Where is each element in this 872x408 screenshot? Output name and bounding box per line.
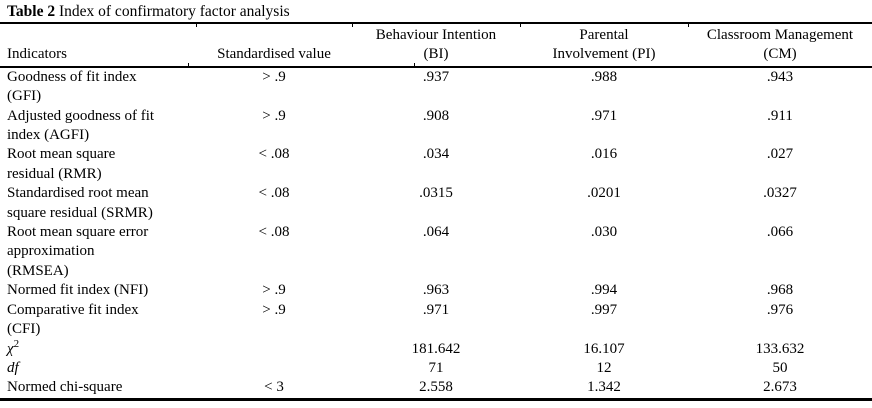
table-row-cfi: Comparative fit index (CFI) > .9 .971 .9… (0, 301, 872, 340)
cm-value-cell: 50 (772, 359, 788, 376)
chi-symbol: χ (7, 340, 14, 357)
cm-value-cell: .976 (766, 301, 794, 318)
table-row-rmsea: Root mean square error approximation (RM… (0, 223, 872, 281)
table-title-text: Index of confirmatory factor analysis (58, 3, 290, 20)
bi-value-cell: 181.642 (411, 340, 461, 357)
pi-value-cell: .0201 (587, 185, 621, 202)
table-row-nfi: Normed fit index (NFI) > .9 .963 .994 .9… (0, 281, 872, 300)
indicator-cell: χ2 (0, 337, 196, 359)
pi-value-cell: 12 (596, 359, 612, 376)
pi-value-cell: .016 (590, 146, 618, 163)
table-row-chi-square: χ2 181.642 16.107 133.632 (0, 337, 872, 359)
indicator-cell: Adjusted goodness of fit index (AGFI) (7, 107, 155, 144)
indicator-cell: Normed chi-square (7, 379, 123, 396)
cm-value-cell: .027 (766, 146, 794, 163)
standardised-value-cell: > .9 (262, 107, 286, 124)
column-header-classroom-management: Classroom Management (CM) (688, 23, 872, 68)
table-title: Table 2 Index of confirmatory factor ana… (0, 0, 872, 22)
standardised-value-cell: > .9 (262, 301, 286, 318)
bi-value-cell: .971 (422, 301, 450, 318)
indicator-cell: df (7, 359, 19, 376)
pi-value-cell: .994 (590, 282, 618, 299)
bi-value-cell: 71 (428, 359, 444, 376)
pi-value-cell: .997 (590, 301, 618, 318)
column-header-indicators: Indicators (0, 23, 196, 68)
cm-value-cell: 2.673 (763, 379, 797, 396)
table-row-gfi: Goodness of fit index (GFI) > .9 .937 .9… (0, 67, 872, 107)
bi-value-cell: .064 (422, 224, 450, 241)
indicator-cell: Comparative fit index (CFI) (7, 301, 139, 338)
table-row-agfi: Adjusted goodness of fit index (AGFI) > … (0, 107, 872, 146)
pi-value-cell: .030 (590, 224, 618, 241)
pi-value-cell: 16.107 (583, 340, 625, 357)
indicator-cell: Root mean square residual (RMR) (7, 146, 116, 182)
pi-value-cell: .971 (590, 107, 618, 124)
column-tick (188, 63, 189, 68)
chi-superscript: 2 (13, 337, 20, 350)
column-tick (414, 63, 415, 68)
bi-value-cell: .034 (422, 146, 450, 163)
column-header-parental-involvement: Parental Involvement (PI) (520, 23, 688, 68)
cm-value-cell: .066 (766, 224, 794, 241)
indicator-cell: Root mean square error approximation (RM… (7, 224, 149, 279)
cm-value-cell: .911 (767, 107, 793, 124)
indicator-cell: Normed fit index (NFI) (7, 282, 149, 299)
standardised-value-cell (196, 340, 352, 359)
column-tick (196, 22, 197, 27)
column-header-behaviour-intention: Behaviour Intention (BI) (352, 23, 520, 68)
table-header: Indicators Standardised value Behaviour … (0, 23, 872, 68)
column-tick (688, 22, 689, 27)
table-row-normed-chi-square: Normed chi-square < 3 2.558 1.342 2.673 (0, 378, 872, 399)
standardised-value-cell: < .08 (258, 224, 290, 241)
bi-value-cell: .0315 (419, 185, 453, 202)
cm-value-cell: .968 (766, 282, 794, 299)
column-tick (520, 22, 521, 27)
table-row-df: df 71 12 50 (0, 359, 872, 378)
standardised-value-cell: < 3 (264, 379, 284, 396)
standardised-value-cell: < .08 (258, 146, 290, 163)
column-header-standardised-value: Standardised value (196, 23, 352, 68)
bi-value-cell: .937 (422, 68, 450, 85)
pi-value-cell: 1.342 (587, 379, 621, 396)
table-row-rmr: Root mean square residual (RMR) < .08 .0… (0, 145, 872, 184)
cm-value-cell: 133.632 (755, 340, 805, 357)
bi-value-cell: .963 (422, 282, 450, 299)
header-row: Indicators Standardised value Behaviour … (0, 23, 872, 68)
table-row-srmr: Standardised root mean square residual (… (0, 184, 872, 223)
standardised-value-cell: < .08 (258, 185, 290, 202)
indicator-cell: Standardised root mean square residual (… (7, 185, 153, 221)
cm-value-cell: .0327 (763, 185, 797, 202)
standardised-value-cell (196, 359, 352, 378)
standardised-value-cell: > .9 (262, 282, 286, 299)
cm-value-cell: .943 (766, 68, 794, 85)
indicator-cell: Goodness of fit index (GFI) (7, 68, 137, 105)
cfa-index-table: Indicators Standardised value Behaviour … (0, 22, 872, 401)
pi-value-cell: .988 (590, 68, 618, 85)
standardised-value-cell: > .9 (262, 68, 286, 85)
bi-value-cell: .908 (422, 107, 450, 124)
column-tick (352, 22, 353, 27)
bi-value-cell: 2.558 (419, 379, 453, 396)
table-body: Goodness of fit index (GFI) > .9 .937 .9… (0, 67, 872, 399)
table-title-number: Table 2 (7, 3, 56, 20)
